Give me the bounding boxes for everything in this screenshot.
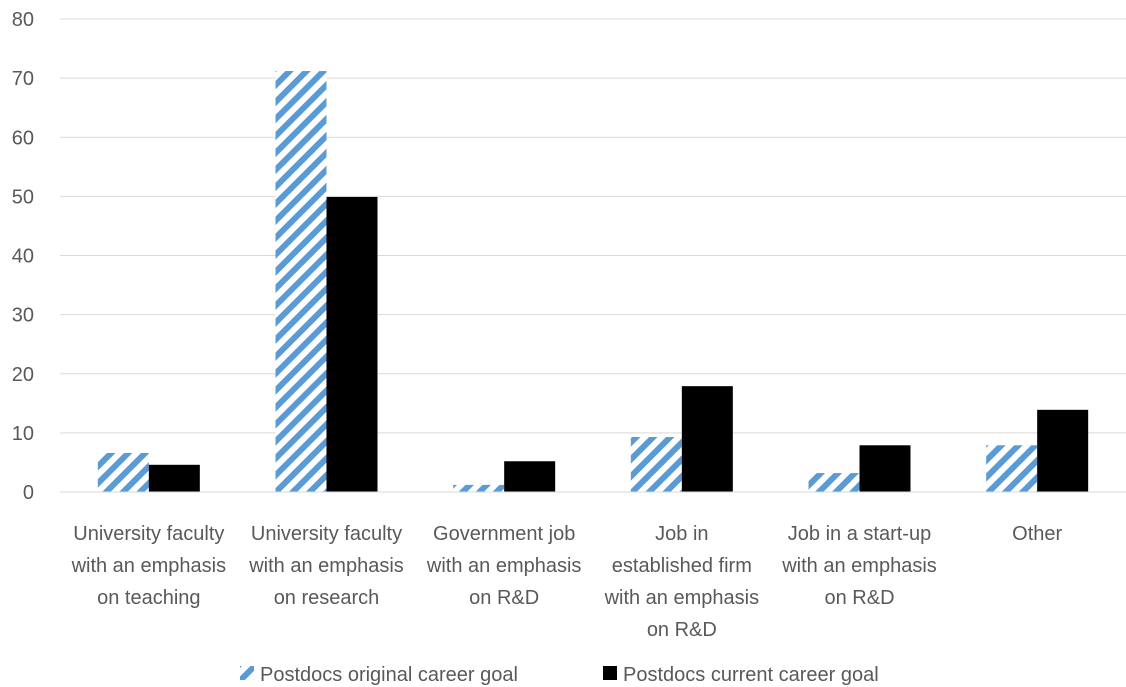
x-category-label-line: with an emphasis	[604, 587, 760, 609]
x-category-label-line: on research	[274, 587, 380, 609]
bars	[97, 71, 1089, 492]
y-tick-label: 50	[12, 186, 34, 208]
y-tick-label: 30	[12, 305, 34, 327]
legend-swatch	[603, 666, 617, 680]
bar-original-goal	[808, 473, 860, 492]
x-category-label-line: Job in a start-up	[788, 523, 931, 545]
x-category-label-line: with an emphasis	[248, 555, 404, 577]
bar-original-goal	[97, 452, 149, 492]
y-tick-label: 10	[12, 423, 34, 445]
x-category-label: Job in a start-up with an emphasis on R&D	[781, 523, 937, 609]
x-category-label-line: with an emphasis	[426, 555, 582, 577]
x-category-label-line: Other	[1012, 523, 1062, 545]
legend-swatch	[240, 666, 254, 680]
y-tick-label: 70	[12, 68, 34, 90]
x-category-label-line: with an emphasis	[71, 555, 227, 577]
x-category-label-line: Job in	[655, 523, 708, 545]
bar-current-goal	[681, 386, 733, 492]
x-category-label: Government job with an emphasis on R&D	[426, 523, 582, 609]
x-category-label-line: University faculty	[73, 523, 224, 545]
bar-original-goal	[275, 71, 327, 492]
x-category-label-line: on R&D	[647, 619, 717, 641]
bar-current-goal	[1037, 409, 1089, 492]
x-category-label-line: established firm	[612, 555, 752, 577]
x-category-label-line: with an emphasis	[781, 555, 937, 577]
bar-current-goal	[148, 464, 200, 492]
bar-current-goal	[504, 461, 556, 492]
x-category-label-line: on teaching	[97, 587, 200, 609]
bar-original-goal	[630, 437, 682, 492]
x-category-label-line: University faculty	[251, 523, 402, 545]
y-axis-tick-labels: 0 10 20 30 40 50 60 70 80	[12, 9, 34, 504]
x-category-label-line: on R&D	[469, 587, 539, 609]
bar-original-goal	[986, 445, 1038, 492]
bar-original-goal	[453, 484, 505, 492]
x-category-label-line: on R&D	[824, 587, 894, 609]
legend: Postdocs original career goal Postdocs cu…	[240, 664, 879, 686]
legend-label: Postdocs original career goal	[260, 664, 518, 686]
x-category-label: Job in established firm with an emphasis on…	[604, 523, 760, 641]
y-tick-label: 40	[12, 246, 34, 268]
y-tick-label: 80	[12, 9, 34, 31]
x-category-label: University faculty with an emphasis on res…	[248, 523, 404, 609]
gridlines	[60, 18, 1126, 434]
x-category-label: University faculty with an emphasis on tea…	[71, 523, 227, 609]
x-category-label-line: Government job	[433, 523, 575, 545]
x-category-label: Other	[1012, 523, 1062, 545]
bar-current-goal	[326, 196, 378, 492]
y-tick-label: 60	[12, 127, 34, 149]
x-axis-category-labels: University faculty with an emphasis on tea…	[71, 523, 1063, 641]
legend-label: Postdocs current career goal	[623, 664, 879, 686]
bar-current-goal	[859, 445, 911, 492]
y-tick-label: 0	[23, 482, 34, 504]
y-tick-label: 20	[12, 364, 34, 386]
